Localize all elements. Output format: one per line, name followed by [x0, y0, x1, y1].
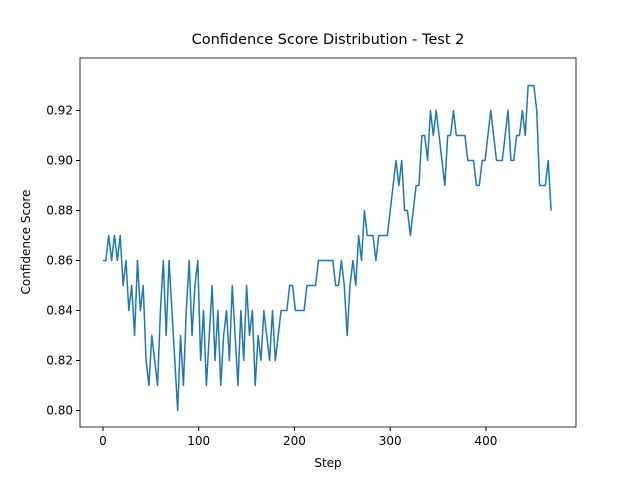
chart-title: Confidence Score Distribution - Test 2 — [192, 32, 465, 48]
x-tick-label: 100 — [187, 434, 210, 448]
line — [102, 84, 552, 412]
x-tick-label: 400 — [475, 434, 498, 448]
y-tick-label: 0.88 — [46, 204, 73, 218]
x-tick-label: 200 — [283, 434, 306, 448]
x-tick-label: 300 — [379, 434, 402, 448]
y-tick-label: 0.90 — [46, 154, 73, 168]
x-tick-label: 0 — [99, 434, 107, 448]
x-axis-label: Step — [314, 456, 341, 470]
y-tick-label: 0.86 — [46, 254, 73, 268]
y-tick-label: 0.82 — [46, 354, 73, 368]
plot-frame — [79, 57, 577, 428]
y-tick-label: 0.84 — [46, 304, 73, 318]
y-tick-label: 0.92 — [46, 104, 73, 118]
y-axis-label: Confidence Score — [19, 190, 33, 295]
y-tick-label: 0.80 — [46, 404, 73, 418]
